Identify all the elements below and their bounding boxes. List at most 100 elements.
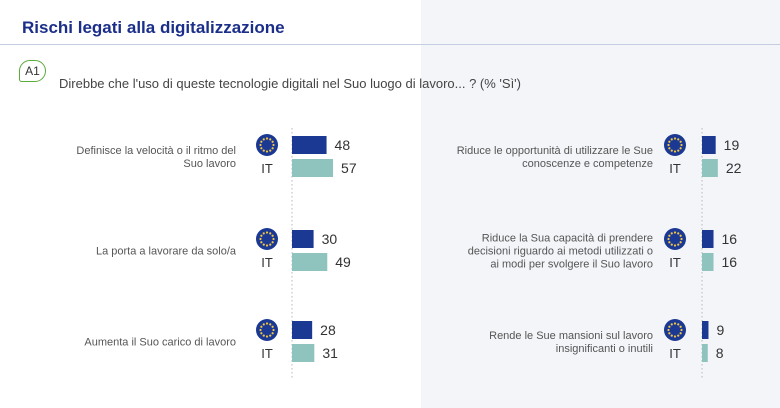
bar-eu	[702, 321, 709, 339]
eu-flag-star	[271, 140, 274, 143]
eu-flag-star	[679, 241, 682, 244]
eu-flag-star	[269, 232, 272, 235]
eu-flag-star	[667, 143, 670, 147]
bar-eu	[292, 230, 314, 248]
category-label: Riduce le opportunità di utilizzare le S…	[457, 145, 653, 170]
value-label-eu: 9	[716, 322, 724, 338]
eu-flag-star	[271, 234, 274, 237]
eu-flag-star	[272, 328, 275, 332]
eu-flag-star	[677, 138, 680, 141]
eu-flag-star	[679, 147, 682, 150]
eu-flag-star	[679, 332, 682, 335]
value-label-eu: 30	[322, 231, 338, 247]
eu-flag-star	[262, 149, 265, 152]
category-label: Riduce la Sua capacità di prendere decisi…	[468, 233, 653, 271]
eu-flag-star	[667, 237, 670, 241]
eu-flag-star	[673, 150, 677, 153]
eu-flag-star	[670, 138, 673, 141]
page-title: Rischi legati alla digitalizzazione	[22, 18, 285, 37]
value-label-it: 31	[322, 345, 338, 361]
eu-flag-star	[673, 244, 677, 247]
eu-flag-star	[670, 243, 673, 246]
bar-eu	[702, 230, 714, 248]
eu-flag-star	[265, 244, 269, 247]
eu-flag-star	[673, 231, 677, 234]
eu-flag-star	[265, 322, 269, 325]
eu-flag-star	[271, 325, 274, 328]
value-label-it: 16	[722, 254, 738, 270]
eu-flag-star	[668, 325, 671, 328]
eu-flag-star	[265, 231, 269, 234]
value-label-eu: 19	[724, 137, 740, 153]
bar-it	[702, 159, 718, 177]
bar-it	[292, 253, 328, 271]
eu-flag-star	[262, 243, 265, 246]
eu-flag-star	[262, 334, 265, 337]
eu-flag-star	[680, 143, 683, 147]
it-series-label: IT	[669, 346, 681, 361]
value-label-it: 49	[335, 254, 351, 270]
eu-flag-star	[259, 237, 262, 241]
eu-flag-star	[670, 149, 673, 152]
value-label-it: 57	[341, 160, 357, 176]
eu-flag-icon	[664, 134, 686, 156]
value-label-eu: 16	[722, 231, 738, 247]
eu-flag-star	[677, 232, 680, 235]
eu-flag-star	[262, 232, 265, 235]
eu-flag-star	[269, 334, 272, 337]
eu-flag-star	[679, 234, 682, 237]
eu-flag-icon	[664, 228, 686, 250]
it-series-label: IT	[669, 255, 681, 270]
eu-flag-star	[260, 140, 263, 143]
eu-flag-icon	[256, 134, 278, 156]
value-label-eu: 28	[320, 322, 336, 338]
it-series-label: IT	[669, 161, 681, 176]
eu-flag-star	[679, 140, 682, 143]
eu-flag-star	[269, 323, 272, 326]
eu-flag-star	[260, 234, 263, 237]
eu-flag-star	[670, 232, 673, 235]
eu-flag-star	[269, 138, 272, 141]
eu-flag-star	[271, 241, 274, 244]
bar-it	[292, 344, 315, 362]
eu-flag-star	[680, 237, 683, 241]
bar-eu	[292, 136, 327, 154]
it-series-label: IT	[261, 161, 273, 176]
it-series-label: IT	[261, 346, 273, 361]
eu-flag-star	[260, 325, 263, 328]
eu-flag-star	[677, 149, 680, 152]
eu-flag-star	[668, 234, 671, 237]
eu-flag-star	[668, 147, 671, 150]
bar-eu	[292, 321, 313, 339]
category-label: La porta a lavorare da solo/a	[96, 246, 237, 258]
eu-flag-star	[269, 149, 272, 152]
eu-flag-star	[269, 243, 272, 246]
value-label-it: 8	[716, 345, 724, 361]
bar-eu	[702, 136, 716, 154]
eu-flag-star	[260, 147, 263, 150]
eu-flag-star	[262, 138, 265, 141]
eu-flag-star	[670, 323, 673, 326]
eu-flag-star	[272, 143, 275, 147]
eu-flag-star	[668, 332, 671, 335]
category-label: Aumenta il Suo carico di lavoro	[84, 337, 236, 349]
eu-flag-star	[677, 334, 680, 337]
right-panel-background	[421, 0, 780, 408]
eu-flag-star	[680, 328, 683, 332]
value-label-eu: 48	[335, 137, 351, 153]
eu-flag-icon	[256, 228, 278, 250]
title-divider	[0, 44, 780, 45]
eu-flag-star	[260, 241, 263, 244]
eu-flag-star	[667, 328, 670, 332]
eu-flag-star	[668, 140, 671, 143]
eu-flag-star	[271, 147, 274, 150]
value-label-it: 22	[726, 160, 742, 176]
eu-flag-star	[259, 328, 262, 332]
eu-flag-star	[670, 334, 673, 337]
eu-flag-icon	[256, 319, 278, 341]
eu-flag-star	[673, 137, 677, 140]
eu-flag-star	[673, 322, 677, 325]
eu-flag-icon	[664, 319, 686, 341]
eu-flag-star	[259, 143, 262, 147]
